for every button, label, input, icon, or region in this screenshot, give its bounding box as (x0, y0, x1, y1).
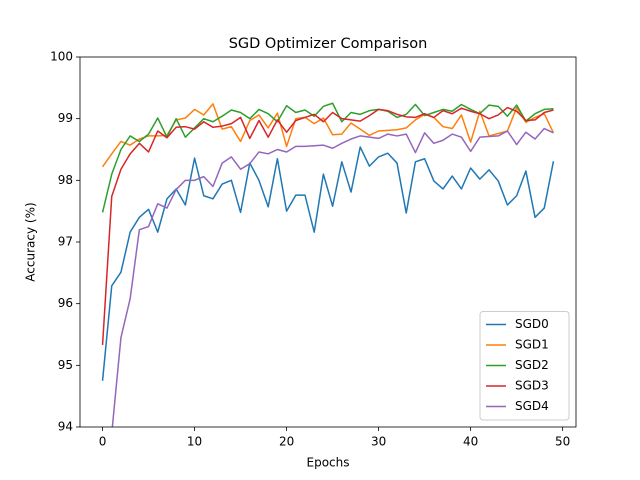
x-tick-label: 20 (279, 435, 294, 449)
legend-label: SGD0 (515, 317, 549, 331)
series-line (101, 106, 554, 346)
x-tick-label: 40 (463, 435, 478, 449)
y-tick-label: 97 (58, 235, 73, 249)
y-tick-label: 94 (58, 420, 73, 434)
x-tick-label: 0 (99, 435, 107, 449)
legend-label: SGD2 (515, 358, 549, 372)
legend-label: SGD4 (515, 399, 549, 413)
legend-label: SGD1 (515, 338, 549, 352)
chart-title: SGD Optimizer Comparison (229, 36, 428, 52)
legend-label: SGD3 (515, 379, 549, 393)
x-tick-label: 50 (555, 435, 570, 449)
y-tick-label: 96 (58, 296, 73, 310)
series-line (101, 146, 555, 381)
legend-box (479, 311, 570, 421)
x-axis-label: Epochs (307, 456, 350, 470)
series-line (111, 127, 554, 427)
series-line (101, 103, 555, 168)
y-tick-label: 100 (50, 50, 73, 64)
y-tick-label: 99 (58, 111, 73, 125)
y-axis-label: Accuracy (%) (24, 202, 38, 281)
y-tick-label: 95 (58, 358, 73, 372)
x-tick-label: 10 (187, 435, 202, 449)
plot-area (101, 102, 555, 427)
axes-frame (79, 56, 577, 428)
x-tick-label: 30 (371, 435, 386, 449)
y-tick-label: 98 (58, 173, 73, 187)
